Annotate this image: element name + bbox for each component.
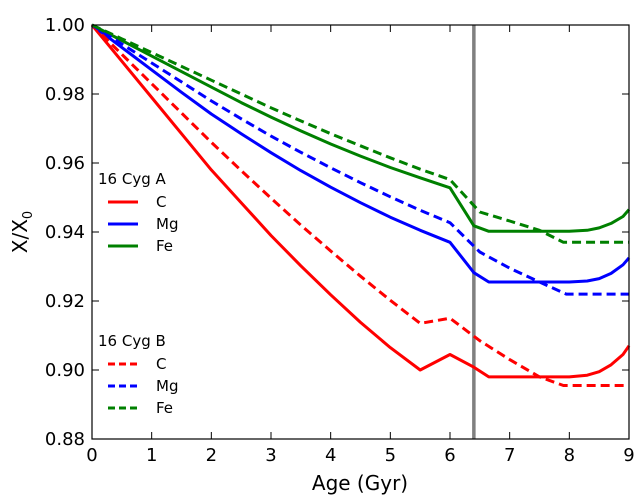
legend-label: Mg: [156, 377, 178, 395]
y-tick-label: 1.00: [45, 15, 85, 36]
axis-ticks: 0 1 2 3 4 5 6 7 8 9 0.88 0.90 0.92 0.94 0.96 0.98 1.00: [45, 15, 635, 466]
x-axis-label: Age (Gyr): [312, 471, 408, 495]
x-tick-label: 7: [504, 445, 515, 466]
y-tick-label: 0.94: [45, 222, 85, 243]
legend-title: 16 Cyg B: [98, 332, 166, 350]
x-tick-label: 4: [325, 445, 336, 466]
y-tick-label: 0.88: [45, 429, 85, 450]
legend-label: Fe: [156, 399, 173, 417]
series-line-16-cyg-a-mg: [91, 23, 631, 284]
x-tick-label: 2: [206, 445, 217, 466]
x-tick-label: 1: [146, 445, 157, 466]
legend-group-2: 16 Cyg B C Mg Fe: [98, 332, 178, 417]
x-tick-label: 5: [385, 445, 396, 466]
series-line-16-cyg-b-fe: [91, 23, 629, 244]
series-line-16-cyg-a-c: [90, 24, 631, 379]
y-tick-label: 0.98: [45, 84, 85, 105]
legend-label: C: [156, 355, 166, 373]
x-tick-label: 9: [623, 445, 634, 466]
x-tick-label: 6: [444, 445, 455, 466]
legend-label: Mg: [156, 215, 178, 233]
legend-label: Fe: [156, 237, 173, 255]
x-tick-label: 0: [86, 445, 97, 466]
legend: 16 Cyg A C Mg Fe 16 Cyg B C Mg Fe: [98, 170, 178, 417]
legend-label: C: [156, 193, 166, 211]
series-lines: [90, 23, 631, 439]
legend-group-1: 16 Cyg A C Mg Fe: [98, 170, 178, 255]
x-tick-label: 3: [265, 445, 276, 466]
y-tick-label: 0.92: [45, 291, 85, 312]
y-axis-label-main: X/X: [8, 219, 32, 253]
series-line-16-cyg-b-mg: [91, 23, 629, 296]
x-tick-label: 8: [564, 445, 575, 466]
series-line-16-cyg-b-c: [90, 23, 629, 387]
series-line-16-cyg-a-fe: [91, 23, 631, 233]
y-axis-label-subscript: 0: [21, 211, 36, 219]
y-tick-label: 0.96: [45, 153, 85, 174]
legend-title: 16 Cyg A: [98, 170, 166, 188]
y-axis-label: X/X0: [8, 211, 36, 253]
y-tick-label: 0.90: [45, 360, 85, 381]
